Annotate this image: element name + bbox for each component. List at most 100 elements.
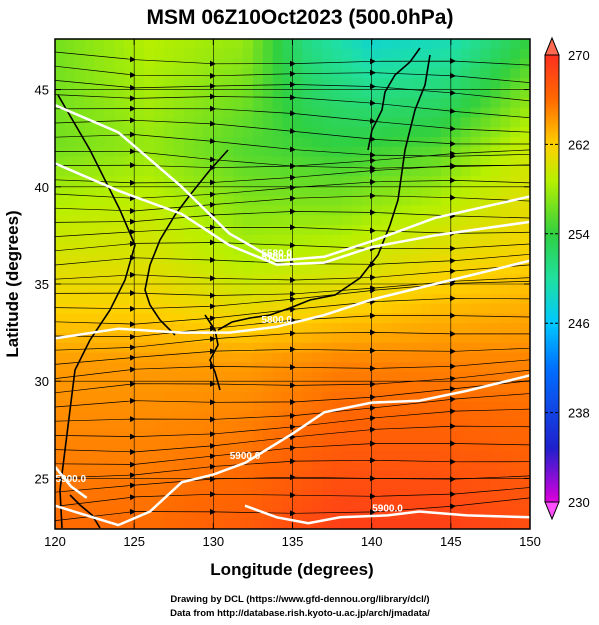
field-cell — [64, 274, 76, 285]
field-cell — [520, 342, 530, 354]
field-cell — [361, 499, 373, 510]
field-cell — [480, 97, 492, 109]
field-cell — [302, 450, 313, 461]
field-cell — [450, 401, 462, 412]
field-cell — [183, 421, 195, 432]
field-cell — [480, 235, 492, 246]
field-cell — [74, 391, 86, 403]
field-cell — [351, 68, 363, 79]
field-cell — [322, 117, 333, 128]
field-cell — [203, 421, 214, 432]
field-cell — [520, 499, 530, 510]
field-cell — [510, 127, 521, 138]
colorbar-tick-label: 238 — [568, 406, 590, 421]
field-cell — [520, 186, 530, 197]
field-cell — [500, 166, 511, 177]
field-cell — [94, 244, 106, 256]
field-cell — [104, 225, 115, 236]
wind-streamlines — [55, 51, 530, 521]
field-cell — [64, 166, 76, 177]
field-cell — [520, 274, 530, 285]
field-cell — [124, 195, 135, 207]
field-cell — [262, 156, 274, 167]
field-cell — [312, 480, 323, 491]
field-cell — [381, 127, 393, 138]
field-cell — [243, 117, 254, 128]
field-cell — [144, 313, 155, 324]
field-cell — [322, 323, 333, 334]
field-cell — [510, 88, 521, 99]
field-cell — [421, 156, 432, 167]
field-cell — [114, 333, 125, 344]
field-cell — [332, 186, 343, 197]
field-cell — [173, 411, 185, 422]
field-cell — [341, 225, 353, 236]
field-cell — [332, 489, 343, 501]
field-cell — [94, 264, 106, 275]
field-cell — [500, 244, 511, 256]
field-cell — [302, 352, 313, 363]
contour-label: 5900.0 — [372, 503, 403, 514]
field-cell — [411, 480, 422, 491]
field-cell — [84, 186, 96, 197]
field-cell — [74, 431, 86, 442]
field-cell — [312, 421, 323, 432]
field-cell — [470, 107, 482, 118]
field-cell — [421, 176, 432, 187]
field-cell — [381, 480, 393, 491]
field-cell — [381, 156, 393, 167]
field-cell — [440, 313, 452, 324]
field-cell — [411, 382, 422, 393]
field-cell — [203, 156, 214, 167]
field-cell — [292, 48, 303, 60]
field-cell — [74, 88, 86, 99]
field-cell — [262, 480, 274, 491]
field-cell — [153, 68, 165, 79]
field-cell — [104, 137, 115, 148]
field-cell — [440, 117, 452, 128]
field-cell — [134, 421, 145, 432]
field-cell — [193, 303, 205, 314]
field-cell — [480, 372, 492, 383]
field-cell — [520, 215, 530, 226]
field-cell — [163, 39, 175, 50]
field-cell — [381, 489, 393, 501]
field-cell — [134, 499, 145, 510]
field-cell — [470, 78, 482, 89]
field-cell — [322, 489, 333, 501]
field-cell — [500, 480, 511, 491]
y-tick-label: 45 — [35, 83, 49, 98]
field-cell — [74, 215, 86, 226]
field-cell — [213, 499, 224, 510]
field-cell — [391, 450, 402, 461]
field-cell — [341, 293, 353, 305]
field-cell — [421, 480, 432, 491]
field-cell — [500, 333, 511, 344]
field-cell — [173, 499, 185, 510]
field-cell — [450, 519, 462, 529]
field-cell — [450, 431, 462, 442]
field-cell — [480, 225, 492, 236]
field-cell — [341, 333, 353, 344]
field-cell — [84, 489, 96, 501]
field-cell — [440, 68, 452, 79]
contour-label: 5900.0 — [230, 451, 261, 462]
field-cell — [341, 137, 353, 148]
field-cell — [480, 411, 492, 422]
field-cell — [401, 460, 412, 471]
field-cell — [134, 107, 145, 118]
field-cell — [322, 342, 333, 354]
field-cell — [203, 39, 214, 50]
field-cell — [510, 284, 521, 295]
field-cell — [213, 489, 224, 501]
field-cell — [144, 97, 155, 109]
field-cell — [252, 352, 264, 363]
field-cell — [341, 58, 353, 69]
field-cell — [490, 352, 501, 363]
streamline — [55, 80, 530, 102]
field-cell — [84, 137, 96, 148]
field-cell — [104, 48, 115, 60]
field-cell — [74, 166, 86, 177]
field-cell — [520, 58, 530, 69]
field-cell — [144, 401, 155, 412]
